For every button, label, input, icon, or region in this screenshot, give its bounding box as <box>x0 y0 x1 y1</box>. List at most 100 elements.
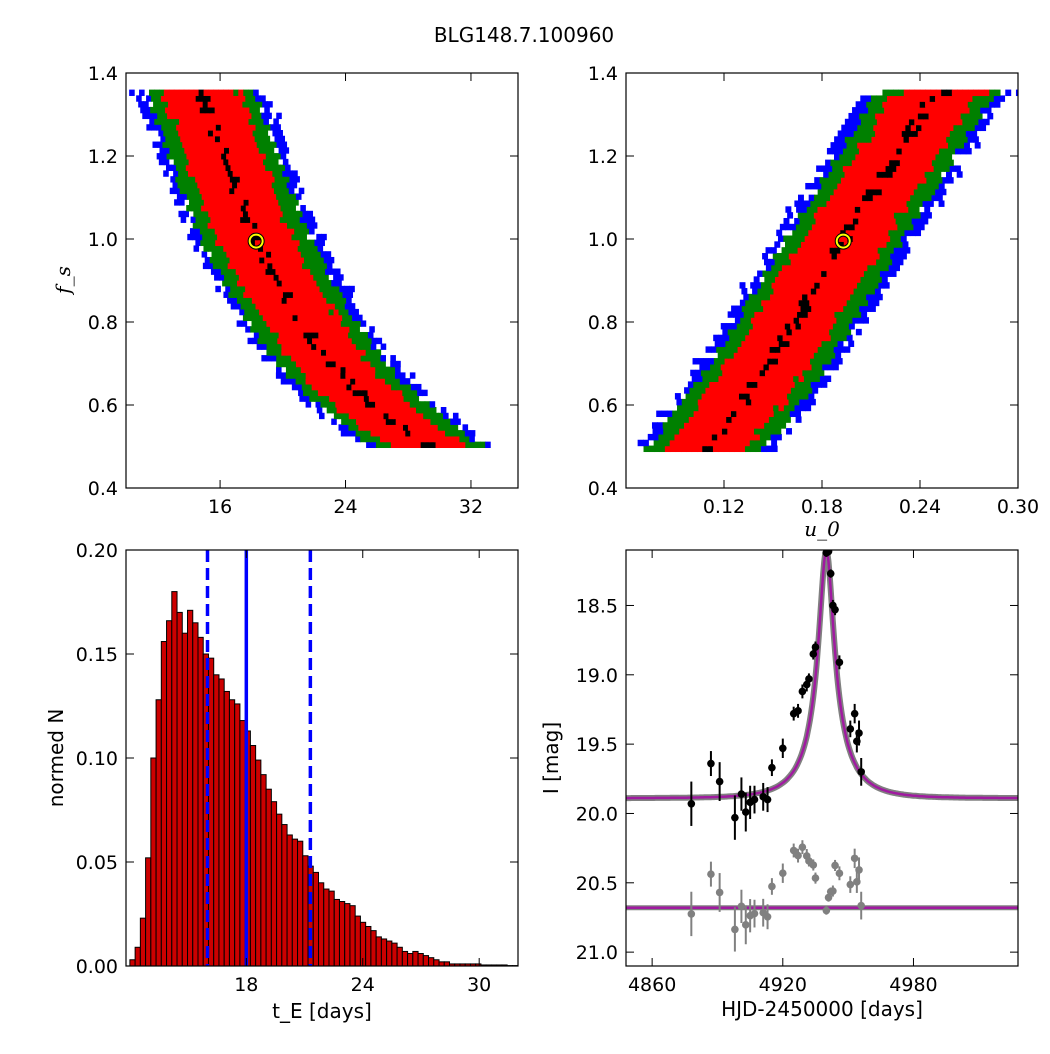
posterior-cell <box>188 130 194 136</box>
posterior-cell <box>252 182 258 188</box>
posterior-cell <box>296 320 302 326</box>
posterior-cell <box>909 101 915 107</box>
posterior-cell <box>805 271 811 277</box>
posterior-cell <box>823 171 829 177</box>
posterior-cell <box>917 218 923 224</box>
posterior-cell <box>203 170 209 176</box>
posterior-cell <box>783 335 789 341</box>
posterior-cell <box>276 113 282 119</box>
posterior-cell <box>684 387 690 393</box>
y-tick-label: 1.0 <box>88 229 118 251</box>
posterior-cell <box>925 90 931 96</box>
residual-point <box>836 870 844 878</box>
posterior-cell <box>256 205 262 211</box>
posterior-cell <box>187 193 193 199</box>
posterior-cell <box>740 317 746 323</box>
posterior-cell <box>303 390 309 396</box>
posterior-cell <box>336 355 342 361</box>
posterior-cell <box>238 130 244 136</box>
posterior-cell <box>159 118 165 124</box>
data-point <box>794 707 802 715</box>
posterior-cell <box>820 282 826 288</box>
posterior-cell <box>282 170 288 176</box>
posterior-cell <box>256 193 262 199</box>
posterior-cell <box>707 393 713 399</box>
posterior-cell <box>989 90 995 96</box>
posterior-cell <box>370 372 376 378</box>
posterior-cell <box>212 234 218 240</box>
posterior-cell <box>365 367 371 373</box>
posterior-cell <box>299 395 305 401</box>
posterior-cell <box>810 253 816 259</box>
posterior-cell <box>286 355 292 361</box>
posterior-cell <box>832 288 838 294</box>
posterior-cell <box>351 430 357 436</box>
posterior-cell <box>245 165 251 171</box>
posterior-cell <box>817 224 823 230</box>
posterior-cell <box>225 136 231 142</box>
posterior-cell <box>905 212 911 218</box>
posterior-cell <box>918 113 924 119</box>
posterior-cell <box>851 265 857 271</box>
posterior-cell <box>183 130 189 136</box>
posterior-cell <box>752 306 758 312</box>
posterior-cell <box>293 292 299 298</box>
posterior-cell <box>209 118 215 124</box>
posterior-cell <box>341 297 347 303</box>
posterior-cell <box>882 90 888 96</box>
posterior-cell <box>935 154 941 160</box>
posterior-cell <box>190 228 196 234</box>
posterior-cell <box>861 311 867 317</box>
posterior-cell <box>852 177 858 183</box>
posterior-cell <box>248 211 254 217</box>
posterior-cell <box>381 384 387 390</box>
posterior-cell <box>277 280 283 286</box>
posterior-cell <box>832 148 838 154</box>
posterior-cell <box>918 165 924 171</box>
posterior-cell <box>907 130 913 136</box>
posterior-cell <box>700 387 706 393</box>
y-tick-label: 0.00 <box>76 956 118 978</box>
posterior-cell <box>156 95 162 101</box>
posterior-cell <box>315 303 321 309</box>
posterior-cell <box>180 107 186 113</box>
posterior-cell <box>263 292 269 298</box>
posterior-cell <box>159 90 165 96</box>
posterior-cell <box>179 147 185 153</box>
y-tick-label: 1.4 <box>588 63 618 85</box>
posterior-cell <box>883 195 889 201</box>
posterior-cell <box>360 401 366 407</box>
posterior-cell <box>314 309 320 315</box>
posterior-cell <box>934 130 940 136</box>
posterior-cell <box>697 446 703 452</box>
posterior-cell <box>789 288 795 294</box>
posterior-cell <box>428 424 434 430</box>
posterior-cell <box>737 422 743 428</box>
posterior-cell <box>261 113 267 119</box>
data-point <box>764 796 772 804</box>
posterior-cell <box>862 230 868 236</box>
posterior-cell <box>193 130 199 136</box>
posterior-cell <box>686 440 692 446</box>
posterior-cell <box>854 130 860 136</box>
posterior-cell <box>843 306 849 312</box>
posterior-cell <box>259 257 265 263</box>
posterior-cell <box>179 199 185 205</box>
posterior-cell <box>721 416 727 422</box>
posterior-cell <box>350 378 356 384</box>
posterior-cell <box>727 387 733 393</box>
posterior-cell <box>850 154 856 160</box>
posterior-cell <box>903 171 909 177</box>
posterior-cell <box>291 320 297 326</box>
posterior-cell <box>293 315 299 321</box>
posterior-cell <box>696 440 702 446</box>
posterior-cell <box>246 153 252 159</box>
posterior-cell <box>746 399 752 405</box>
posterior-cell <box>164 147 170 153</box>
posterior-cell <box>450 419 456 425</box>
posterior-cell <box>850 311 856 317</box>
posterior-cell <box>273 245 279 251</box>
posterior-cell <box>239 309 245 315</box>
posterior-cell <box>751 358 757 364</box>
posterior-cell <box>943 125 949 131</box>
